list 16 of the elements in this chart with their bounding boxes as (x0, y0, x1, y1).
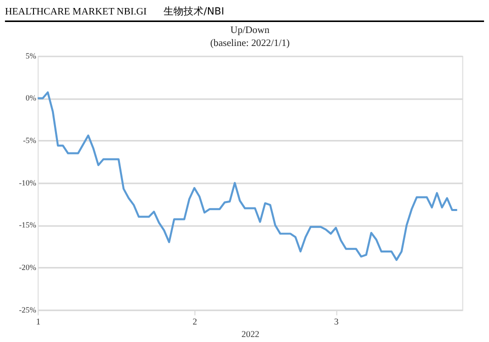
chart-title: Up/Down (230, 25, 270, 36)
text: HEALTHCARE MARKET NBI.GI (4, 6, 147, 18)
line-series (36, 91, 458, 261)
chart-subtitle: (baseline: 2022/1/1) (210, 38, 290, 50)
y-tick-label: 0% (26, 94, 37, 103)
y-tick-label: 5% (26, 51, 37, 60)
x-axis-title: 2022 (242, 329, 260, 340)
y-tick-label: -20% (19, 263, 37, 272)
y-tick-label: -25% (19, 305, 37, 314)
text: 生物技术/NBI (164, 5, 224, 18)
x-tick-label: 3 (334, 316, 340, 326)
x-tick-label: 2 (192, 316, 198, 326)
y-tick-label: -5% (23, 136, 37, 146)
x-tick-label: 1 (36, 316, 40, 326)
y-tick-label: -15% (19, 220, 37, 230)
y-tick-label: -10% (19, 178, 37, 188)
